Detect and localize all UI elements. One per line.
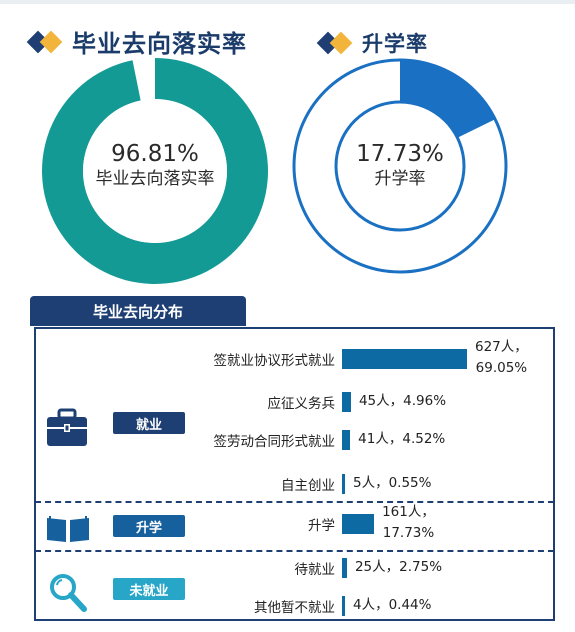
title-text-right: 升学率 — [362, 32, 428, 56]
bar-mark — [342, 349, 467, 369]
bar-mark — [342, 596, 345, 616]
bar-category-label: 自主创业 — [281, 478, 335, 494]
bar-value-label: 25人，2.75% — [354, 559, 443, 575]
magnifier-icon — [50, 574, 87, 612]
briefcase-icon — [47, 408, 87, 446]
section-title: 毕业去向分布 — [30, 296, 246, 326]
title-text-left: 毕业去向落实率 — [72, 30, 247, 58]
bar-value-label-group: 41人，4.52% — [358, 429, 445, 450]
donut-left-remainder-arc — [134, 59, 154, 100]
title-further-study-rate: 升学率 — [316, 28, 428, 58]
bar-value-label: 5人，0.55% — [353, 475, 432, 491]
bar-value-label: 627人， — [475, 339, 528, 355]
divider-dashed — [35, 550, 554, 552]
bar-category-label: 其他暂不就业 — [254, 600, 335, 616]
bar-value-label: 161人， — [382, 504, 435, 520]
bar-mark — [342, 514, 375, 534]
diamond-icon — [26, 30, 64, 53]
category-badge-employment: 就业 — [113, 412, 185, 434]
bar-value-label: 45人，4.96% — [358, 393, 447, 409]
bar-value-label: 17.73% — [382, 525, 435, 541]
donut-chart-graduation — [41, 58, 269, 284]
donut-right-value-arc — [400, 60, 496, 138]
bar-value-label-group: 25人，2.75% — [355, 557, 442, 578]
donut-left-label: 96.81% 毕业去向落实率 — [60, 140, 250, 190]
donut-right-label: 17.73% 升学率 — [330, 140, 470, 190]
bar-mark — [342, 558, 347, 578]
bar-value-label: 4人，0.44% — [353, 597, 432, 613]
donut-left-value-arc — [41, 58, 269, 284]
bar-category-label: 签就业协议形式就业 — [213, 353, 336, 369]
donut-left-hole — [83, 99, 227, 243]
donut-left-percent: 96.81% — [111, 141, 199, 167]
donut-left-sublabel: 毕业去向落实率 — [95, 169, 215, 189]
bar-category-label: 签劳动合同形式就业 — [213, 434, 336, 450]
bar-mark — [342, 430, 351, 450]
category-badge-further-study: 升学 — [113, 515, 185, 537]
donut-right-percent: 17.73% — [356, 141, 444, 167]
bar-value-label-group: 4人，0.44% — [353, 595, 431, 616]
bar-category-label: 应征义务兵 — [267, 396, 336, 412]
distribution-frame — [34, 327, 555, 621]
donut-chart-further-study — [292, 58, 508, 274]
title-graduation-rate: 毕业去向落实率 — [26, 24, 247, 59]
bar-value-label: 69.05% — [475, 360, 528, 376]
bar-category-label: 待就业 — [294, 562, 336, 578]
diamond-icon — [316, 31, 354, 55]
top-rule — [0, 0, 575, 4]
category-badge-unemployed: 未就业 — [113, 578, 185, 600]
donut-right-sublabel: 升学率 — [374, 169, 426, 189]
bar-value-label-group: 627人， 69.05% — [475, 337, 528, 379]
divider-dashed — [35, 501, 554, 503]
book-icon — [47, 516, 89, 542]
bar-value-label-group: 45人，4.96% — [359, 391, 446, 412]
bar-value-label-group: 161人， 17.73% — [382, 502, 435, 544]
bar-mark — [342, 474, 345, 494]
bar-value-label-group: 5人，0.55% — [353, 473, 431, 494]
bar-mark — [342, 392, 351, 412]
bar-value-label: 41人，4.52% — [358, 431, 446, 447]
bar-category-label: 升学 — [308, 518, 335, 534]
